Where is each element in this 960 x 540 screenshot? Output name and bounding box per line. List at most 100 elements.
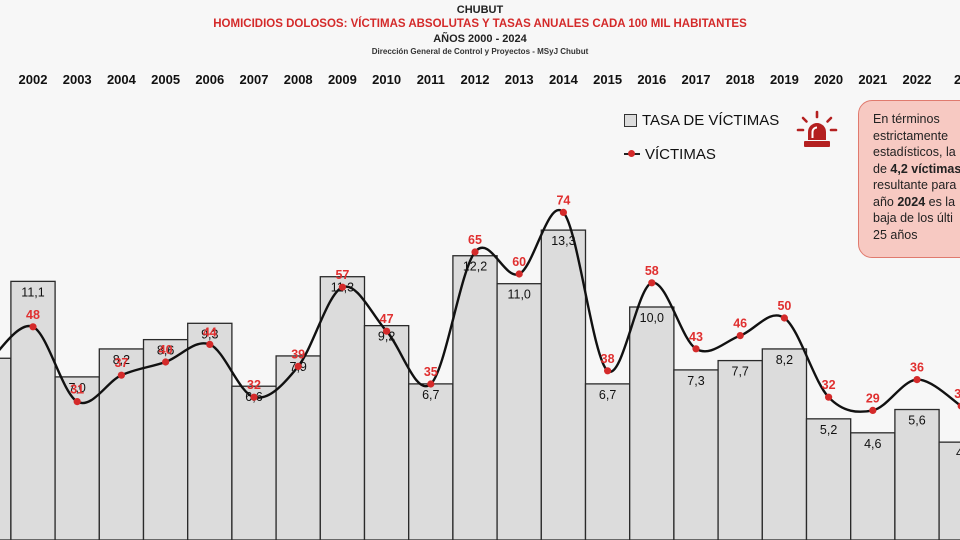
victims-marker <box>869 406 877 414</box>
note-line: estadísticos, la <box>873 145 956 159</box>
rate-bar <box>850 432 896 540</box>
year-label: 2019 <box>770 72 799 87</box>
victims-marker <box>294 362 302 370</box>
victims-label: 43 <box>689 330 703 344</box>
rate-bar <box>275 355 321 540</box>
victims-label: 46 <box>733 317 747 331</box>
rate-label: 5,2 <box>820 423 837 437</box>
rate-label: 7,3 <box>687 374 704 388</box>
year-label: 2010 <box>372 72 401 87</box>
note-box: En términos estrictamente estadísticos, … <box>858 100 960 258</box>
rate-bar <box>761 348 808 540</box>
victims-label: 36 <box>910 361 924 375</box>
rate-label: 4,6 <box>864 437 881 451</box>
rate-label: 7,7 <box>732 365 749 379</box>
victims-label: 32 <box>247 378 261 392</box>
victims-label: 47 <box>380 312 394 326</box>
victims-label: 65 <box>468 233 482 247</box>
legend-label-victims: VÍCTIMAS <box>645 145 716 163</box>
victims-label: 57 <box>335 268 349 282</box>
note-line: estrictamente <box>873 128 949 143</box>
year-label: 2005 <box>151 72 180 87</box>
rate-bar <box>673 369 719 540</box>
victims-marker <box>648 279 656 287</box>
victims-marker <box>913 376 921 384</box>
rate-bar <box>408 383 454 540</box>
victims-label: 35 <box>424 365 438 379</box>
note-line: de 4,2 víctimas <box>873 161 960 178</box>
year-label: 2021 <box>858 72 887 87</box>
victims-label: 60 <box>512 255 526 269</box>
note-highlight: 4,2 víctimas <box>890 161 960 176</box>
year-label: 2013 <box>505 72 534 87</box>
rate-label: 5,6 <box>908 414 925 428</box>
legend-swatch-line <box>624 150 640 157</box>
year-label: 2009 <box>328 72 357 87</box>
rate-bar <box>496 283 542 540</box>
chart-titles: CHUBUT HOMICIDIOS DOLOSOS: VÍCTIMAS ABSO… <box>0 4 960 58</box>
note-line: 25 años <box>873 227 918 242</box>
victims-marker <box>736 332 744 340</box>
victims-marker <box>206 340 214 348</box>
rate-bar <box>319 276 366 540</box>
rate-bar <box>187 322 233 540</box>
victims-label: 58 <box>645 264 659 278</box>
victims-label: 74 <box>556 193 570 207</box>
chart-legend: TASA DE VÍCTIMAS VÍCTIMAS <box>624 108 779 176</box>
rate-label: 9,2 <box>378 330 395 344</box>
rate-label: 9,3 <box>201 327 218 341</box>
note-text: de <box>873 161 891 176</box>
rate-bar <box>0 357 12 540</box>
rate-bar <box>98 348 145 540</box>
year-label: 2018 <box>726 72 755 87</box>
rate-label: 8,6 <box>157 344 174 358</box>
province-title: CHUBUT <box>456 4 504 16</box>
victims-marker <box>117 371 125 379</box>
year-label: 2015 <box>593 72 622 87</box>
source-label: Dirección General de Control y Proyectos… <box>371 47 589 56</box>
rate-bar <box>142 338 189 540</box>
rate-bar <box>584 383 631 540</box>
rate-label: 7,0 <box>69 381 86 395</box>
rate-label: 11,1 <box>21 285 44 299</box>
note-line: año 2024 es la <box>873 194 960 211</box>
year-label: 2007 <box>240 72 269 87</box>
victims-label: 30 <box>954 387 960 401</box>
rate-label: 4, <box>956 446 960 460</box>
victims-marker <box>780 314 789 322</box>
victims-marker <box>29 323 37 331</box>
victims-marker <box>73 398 81 406</box>
victims-label: 38 <box>601 352 615 366</box>
year-label: 2017 <box>682 72 711 87</box>
victims-marker <box>604 367 612 375</box>
note-line: resultante para <box>873 178 957 192</box>
victims-marker <box>825 393 833 401</box>
note-highlight: 2024 <box>897 194 926 209</box>
year-label: 20 <box>954 72 960 87</box>
victims-label: 29 <box>866 391 880 405</box>
victims-label: 31 <box>70 383 84 397</box>
victims-label: 44 <box>203 325 217 339</box>
victims-marker <box>957 402 960 410</box>
legend-item-rate: TASA DE VÍCTIMAS <box>624 108 779 132</box>
rate-bar <box>717 359 763 540</box>
rate-bar <box>805 418 852 540</box>
victims-label: 40 <box>159 343 173 357</box>
year-label: 2012 <box>461 72 490 87</box>
rate-label: 8,2 <box>776 353 793 367</box>
year-label: 2016 <box>637 72 666 87</box>
year-label: 2014 <box>549 72 579 87</box>
rate-bar <box>629 306 675 540</box>
victims-label: 50 <box>777 299 791 313</box>
year-label: 2003 <box>63 72 92 87</box>
victims-marker <box>559 208 568 216</box>
victims-marker <box>471 248 479 256</box>
victims-label: 48 <box>26 308 40 322</box>
rate-label: 11,0 <box>507 288 530 302</box>
chart-title: HOMICIDIOS DOLOSOS: VÍCTIMAS ABSOLUTAS Y… <box>213 18 747 30</box>
victims-marker <box>338 283 346 291</box>
note-text: año <box>873 194 898 209</box>
victims-marker <box>250 393 258 401</box>
legend-swatch-bar <box>624 113 637 127</box>
